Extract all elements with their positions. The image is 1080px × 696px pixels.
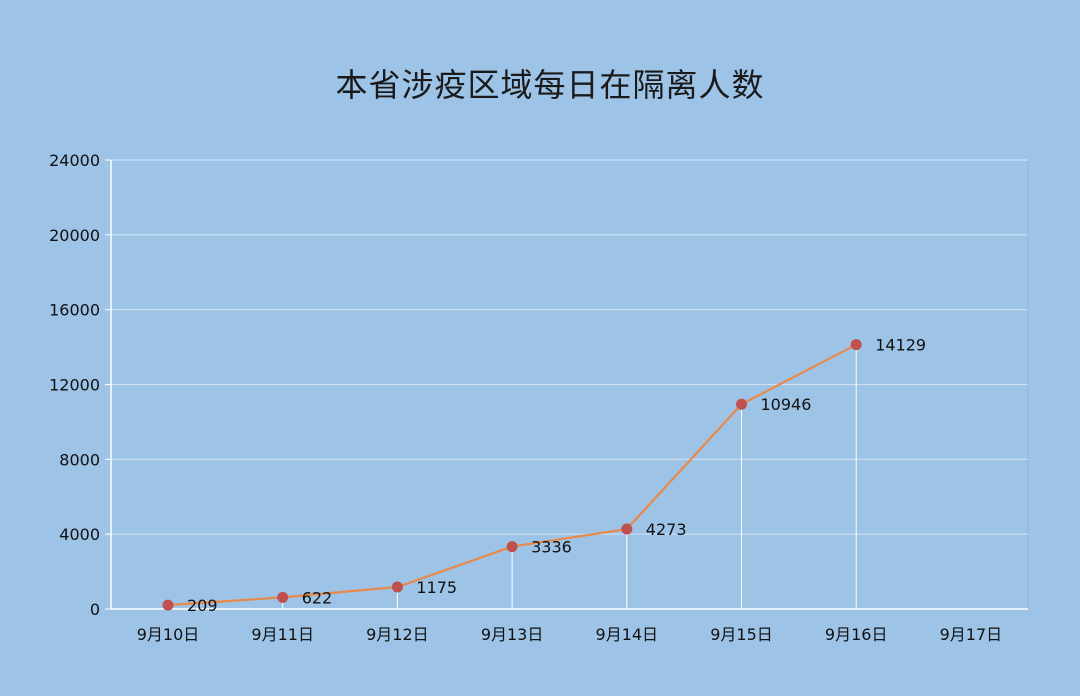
data-label: 209 [187,596,218,615]
data-label: 3336 [531,538,572,557]
y-tick-label: 16000 [49,301,100,320]
data-point [850,339,862,351]
axes [105,159,1028,610]
x-tick-label: 9月14日 [596,625,659,644]
data-point [506,541,518,553]
y-tick-label: 0 [90,600,100,619]
data-points [162,339,862,611]
data-point [162,599,174,611]
y-tick-labels: 0 4000 8000 12000 16000 20000 24000 [49,151,100,619]
data-label: 10946 [761,395,812,414]
data-label: 622 [302,588,333,607]
y-tick-label: 12000 [49,376,100,395]
y-tick-label: 20000 [49,226,100,245]
x-tick-label: 9月15日 [710,625,773,644]
x-tick-label: 9月11日 [251,625,314,644]
y-tick-label: 4000 [59,525,100,544]
data-point [621,523,633,535]
y-tick-label: 8000 [59,450,100,469]
data-label: 1175 [416,578,457,597]
x-tick-label: 9月10日 [137,625,200,644]
data-labels: 209 622 1175 3336 4273 10946 14129 [187,336,926,615]
x-tick-label: 9月17日 [940,625,1003,644]
x-tick-label: 9月16日 [825,625,888,644]
data-label: 14129 [875,336,926,355]
data-point [736,398,747,410]
x-tick-label: 9月13日 [481,625,544,644]
data-point [391,581,403,593]
x-tick-labels: 9月10日 9月11日 9月12日 9月13日 9月14日 9月15日 9月16日 9月17日 [137,625,1002,644]
data-label: 4273 [646,520,687,539]
y-tick-label: 24000 [49,151,100,170]
x-tick-label: 9月12日 [366,625,429,644]
chart-title: 本省涉疫区域每日在隔离人数 [335,66,765,104]
data-point [277,591,289,603]
